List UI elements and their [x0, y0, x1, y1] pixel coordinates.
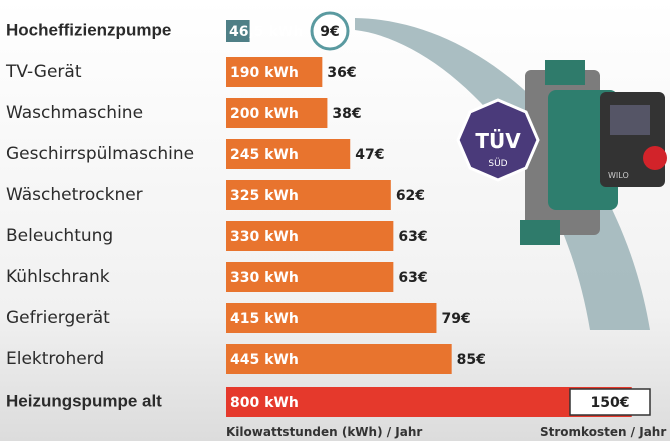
- category-label: Kühlschrank: [6, 267, 110, 287]
- brand: WILO: [608, 171, 629, 180]
- category-label: Wäschetrockner: [6, 185, 143, 205]
- cost-label: 150€: [591, 395, 630, 411]
- cost-label: 63€: [398, 270, 427, 286]
- cost-label: 36€: [327, 65, 356, 81]
- cost-label: 38€: [332, 106, 361, 122]
- value-label: 245 kWh: [230, 147, 299, 163]
- badge-text: SÜD: [488, 158, 507, 169]
- category-label: Waschmaschine: [6, 103, 143, 123]
- value-label: 190 kWh: [230, 65, 299, 81]
- cost-label: 79€: [441, 311, 470, 327]
- cost-label: 9€: [320, 24, 339, 40]
- badge-text: TÜV: [475, 129, 521, 153]
- value-label: 330 kWh: [230, 270, 299, 286]
- cost-label: 63€: [398, 229, 427, 245]
- category-label: TV-Gerät: [5, 62, 82, 82]
- cost-axis-label: Stromkosten / Jahr: [540, 425, 666, 439]
- x-axis-label: Kilowattstunden (kWh) / Jahr: [226, 425, 422, 439]
- category-label: Beleuchtung: [6, 226, 113, 246]
- chart: WILO TÜV SÜD Kilowattstunden (kWh) / Jah…: [0, 0, 670, 441]
- category-label: Elektroherd: [6, 349, 104, 369]
- cost-label: 62€: [396, 188, 425, 204]
- category-label: Hocheffizienzpumpe: [6, 20, 171, 39]
- category-label: Heizungspumpe alt: [6, 391, 162, 410]
- value-label: 46,5 kWh: [229, 24, 303, 40]
- value-label: 325 kWh: [230, 188, 299, 204]
- cost-label: 85€: [457, 352, 486, 368]
- value-label: 330 kWh: [230, 229, 299, 245]
- cost-label: 47€: [355, 147, 384, 163]
- value-label: 200 kWh: [230, 106, 299, 122]
- value-label: 415 kWh: [230, 311, 299, 327]
- value-label: 445 kWh: [230, 352, 299, 368]
- value-label: 800 kWh: [230, 395, 299, 411]
- category-label: Geschirrspülmaschine: [6, 144, 194, 164]
- category-label: Gefriergerät: [6, 308, 110, 328]
